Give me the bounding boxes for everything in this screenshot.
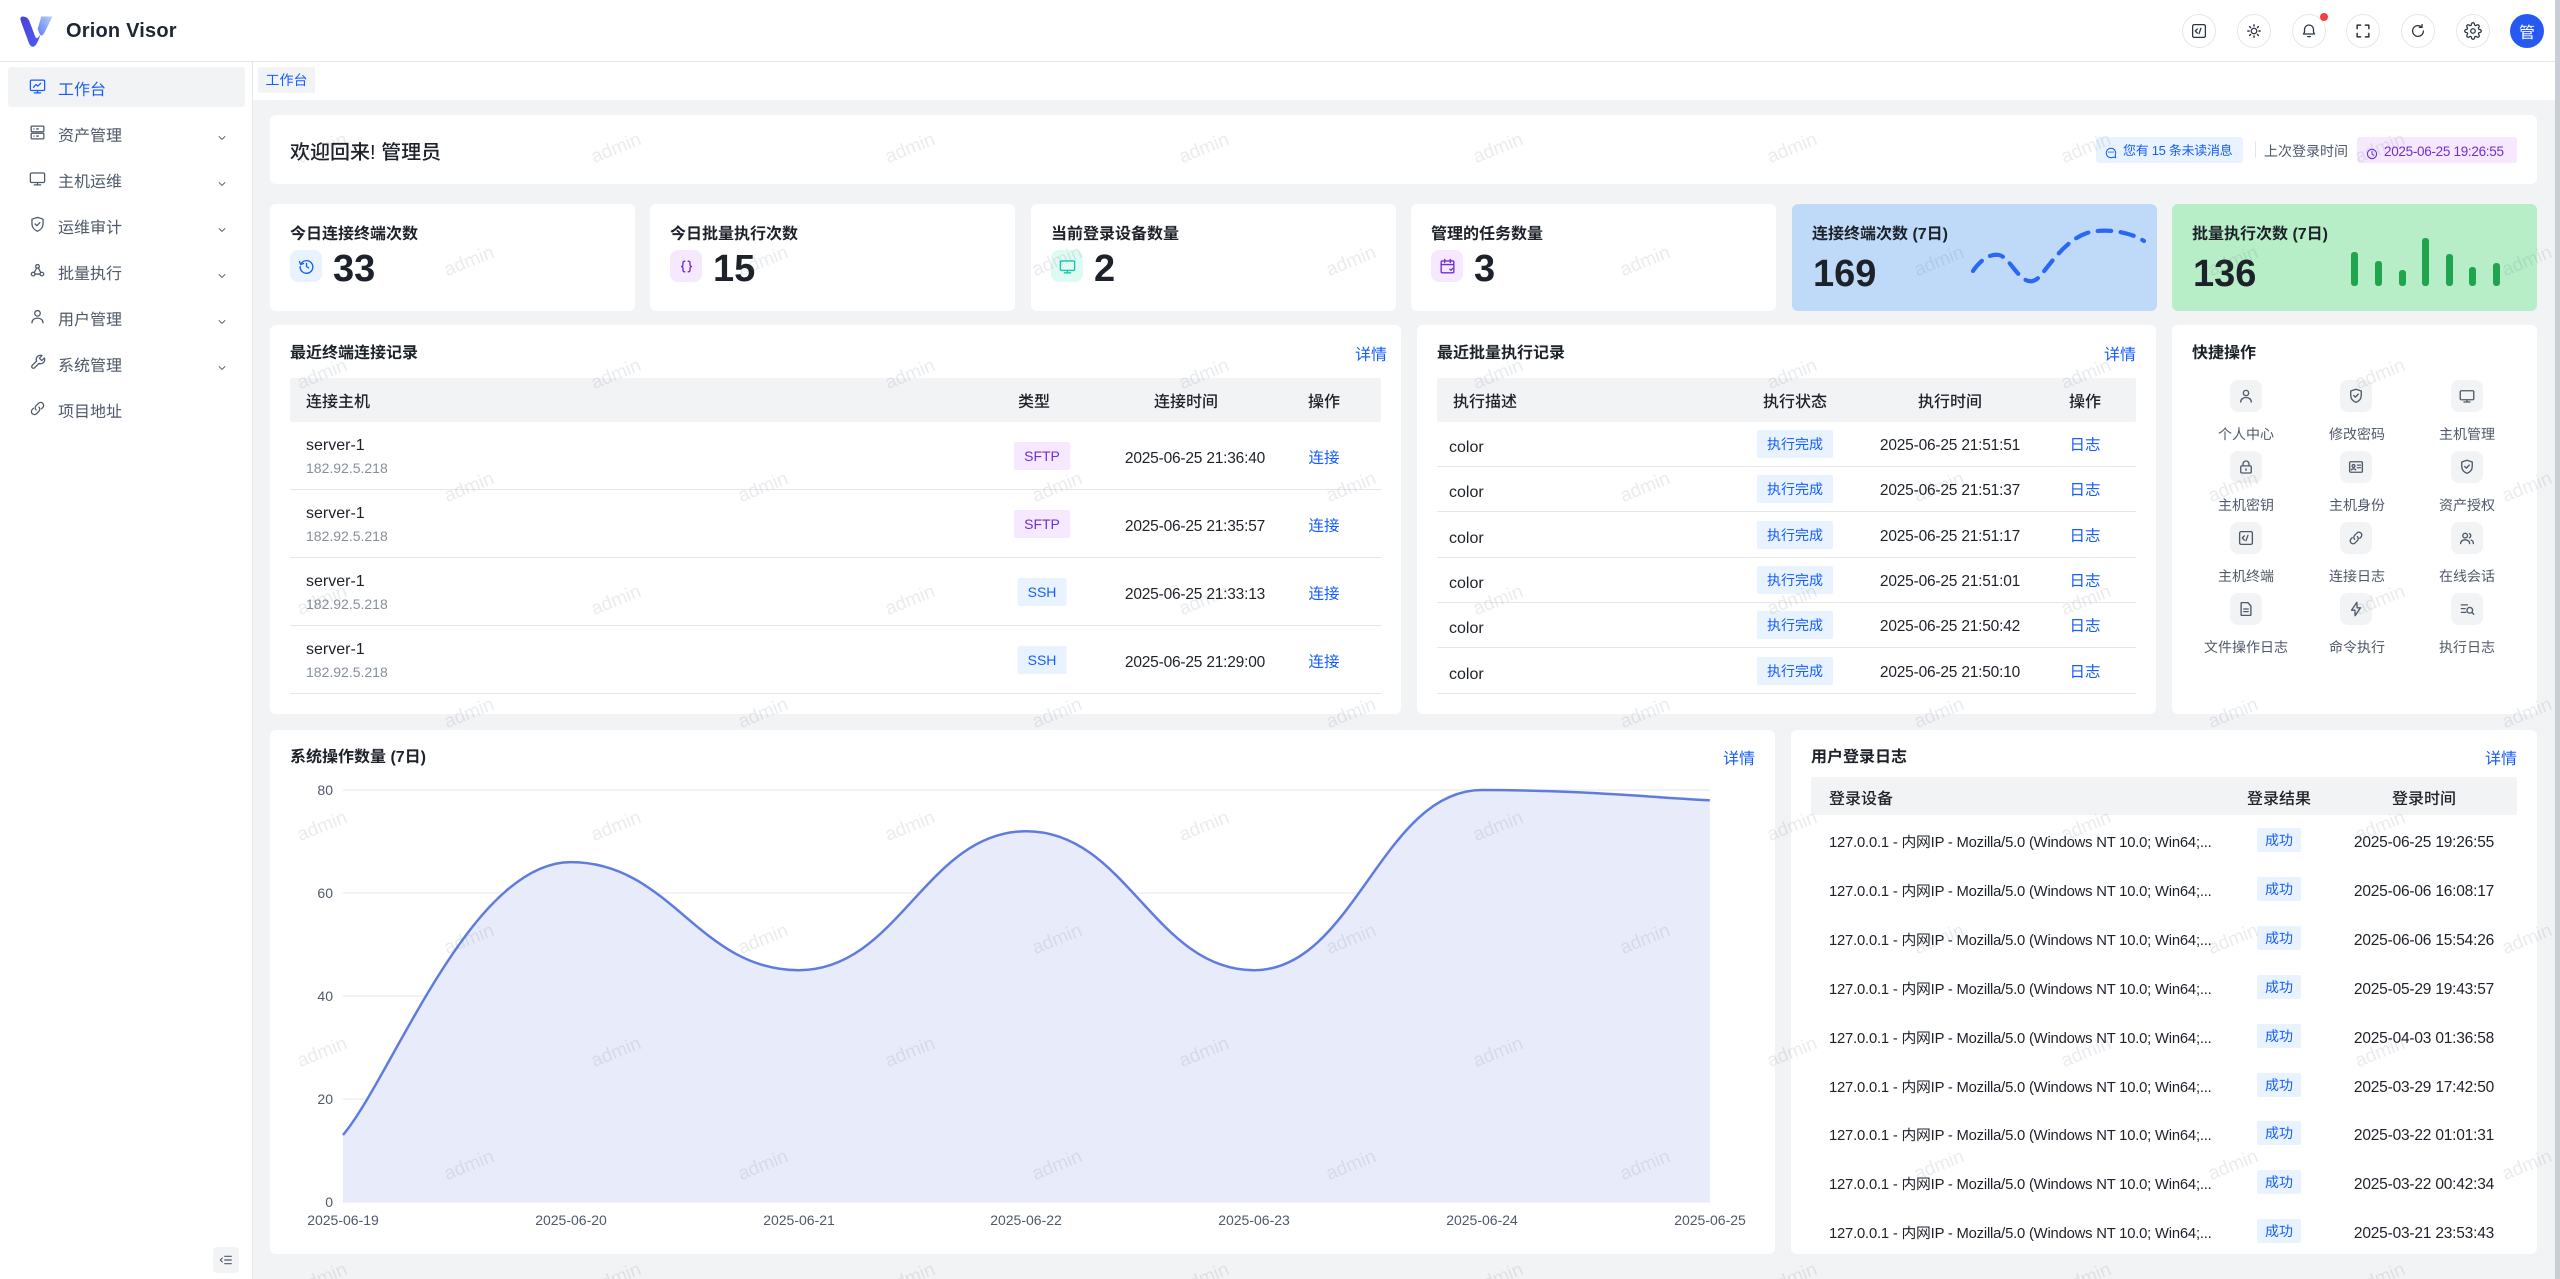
svg-text:2025-06-19: 2025-06-19	[307, 1212, 379, 1228]
svg-text:2025-06-24: 2025-06-24	[1446, 1212, 1518, 1228]
svg-text:2025-06-23: 2025-06-23	[1218, 1212, 1290, 1228]
svg-text:2025-06-25: 2025-06-25	[1674, 1212, 1746, 1228]
svg-text:60: 60	[317, 885, 333, 901]
svg-text:2025-06-20: 2025-06-20	[535, 1212, 607, 1228]
svg-text:0: 0	[325, 1194, 333, 1210]
svg-text:40: 40	[317, 988, 333, 1004]
svg-text:2025-06-22: 2025-06-22	[990, 1212, 1062, 1228]
svg-text:2025-06-21: 2025-06-21	[763, 1212, 835, 1228]
svg-text:80: 80	[317, 782, 333, 798]
svg-text:20: 20	[317, 1091, 333, 1107]
